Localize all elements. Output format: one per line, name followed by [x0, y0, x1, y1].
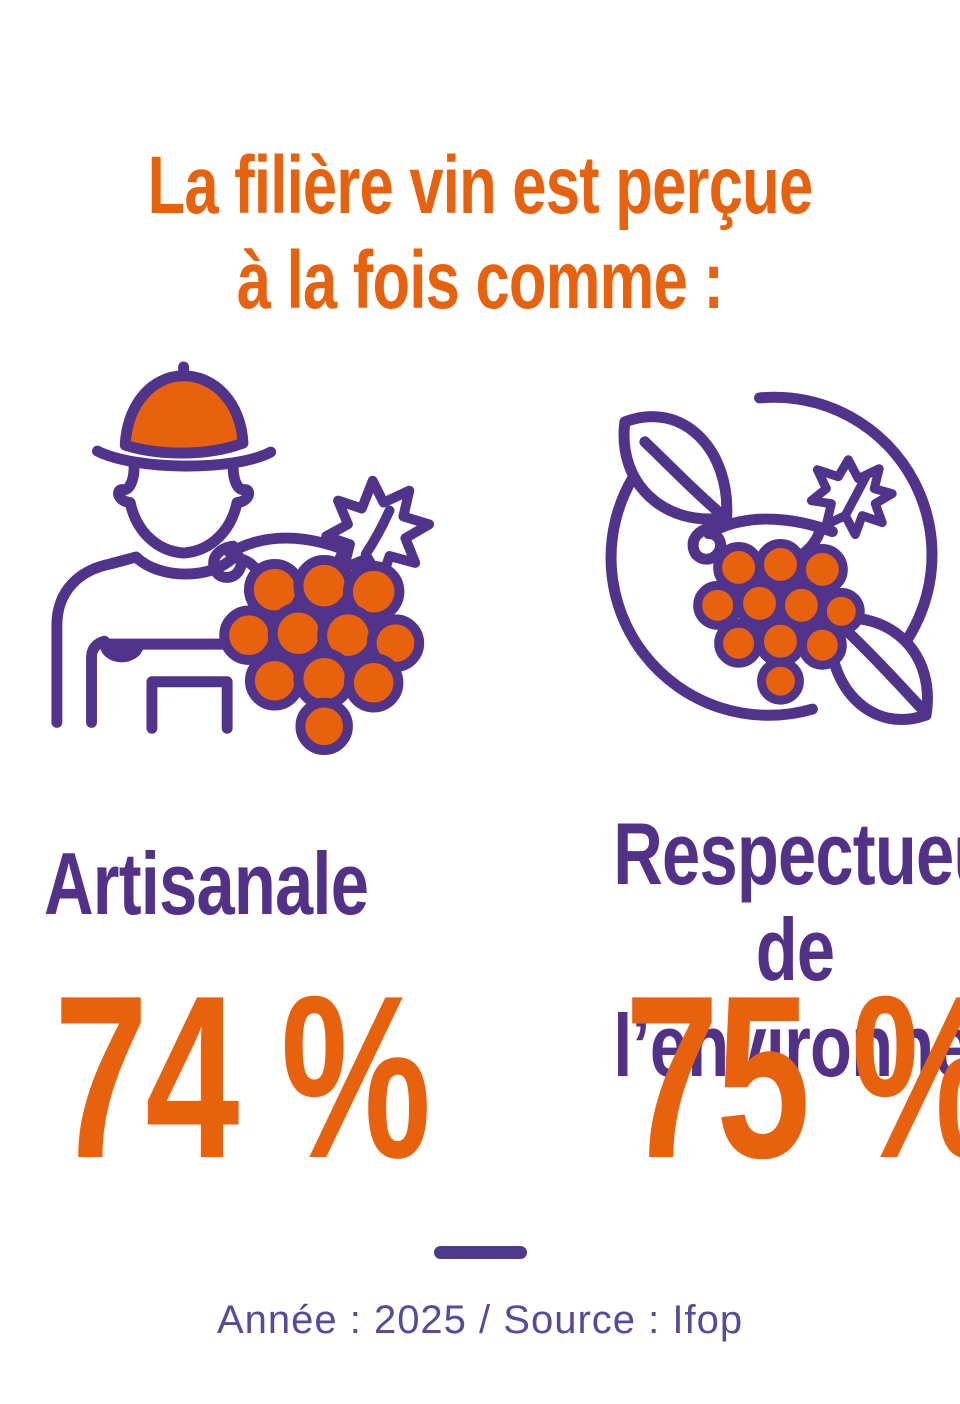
- stat-value-environnement: 75 %: [624, 948, 960, 1207]
- cap-crown: [119, 370, 249, 459]
- cap-brim: [92, 445, 277, 472]
- arm-inner-edge: [86, 635, 110, 728]
- stat-label-environnement: Respectueuse de l’environnement: [613, 806, 960, 1094]
- stat-value-artisanale: 74 %: [54, 948, 431, 1207]
- torso-outline: [51, 551, 266, 728]
- eco-grapes-circle-icon: [605, 391, 938, 725]
- tendril-spiral: [687, 522, 727, 565]
- grape-bunch: [219, 555, 425, 756]
- title-line-1: La filière vin est perçue: [147, 140, 814, 231]
- pocket-outline: [146, 676, 233, 734]
- title-line-2: à la fois comme :: [236, 235, 724, 326]
- stat-label-artisanale: Artisanale: [44, 834, 369, 933]
- footer-divider: [434, 1246, 527, 1259]
- circle-arc-right: [754, 391, 938, 663]
- source-note: Année : 2025 / Source : Ifop: [216, 1298, 744, 1342]
- winemaker-grapes-icon: [51, 361, 435, 756]
- leaf-top-left: [618, 411, 733, 525]
- grape-bunch: [693, 539, 865, 705]
- label-line: Artisanale: [44, 834, 369, 933]
- page-title: La filière vin est perçue à la fois comm…: [120, 138, 840, 328]
- label-line: l’environnement: [613, 996, 960, 1095]
- label-line: Respectueuse de: [613, 804, 960, 999]
- cuff-shape: [99, 641, 144, 663]
- face-outline: [113, 461, 255, 559]
- vine-leaf: [806, 455, 897, 540]
- circle-arc-left: [605, 472, 818, 721]
- tendril-spiral: [208, 540, 247, 583]
